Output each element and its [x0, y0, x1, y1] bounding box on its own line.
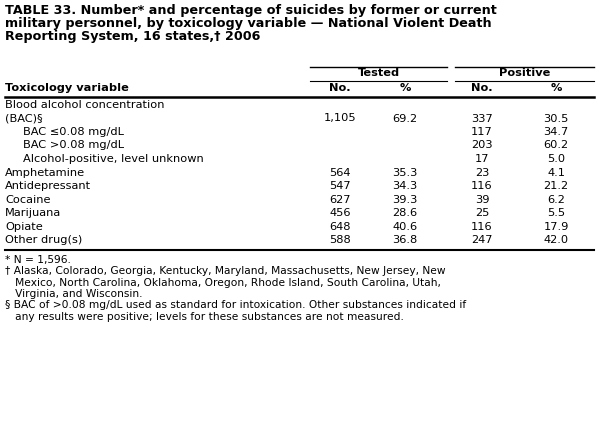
Text: military personnel, by toxicology variable — National Violent Death: military personnel, by toxicology variab…: [5, 17, 491, 30]
Text: § BAC of >0.08 mg/dL used as standard for intoxication. Other substances indicat: § BAC of >0.08 mg/dL used as standard fo…: [5, 300, 466, 310]
Text: No.: No.: [329, 83, 351, 93]
Text: 116: 116: [471, 221, 493, 232]
Text: Mexico, North Carolina, Oklahoma, Oregon, Rhode Island, South Carolina, Utah,: Mexico, North Carolina, Oklahoma, Oregon…: [5, 277, 441, 288]
Text: Marijuana: Marijuana: [5, 208, 61, 218]
Text: Tested: Tested: [358, 68, 400, 78]
Text: 69.2: 69.2: [392, 113, 418, 123]
Text: Opiate: Opiate: [5, 221, 43, 232]
Text: 6.2: 6.2: [547, 194, 565, 205]
Text: 5.5: 5.5: [547, 208, 565, 218]
Text: 17.9: 17.9: [544, 221, 569, 232]
Text: %: %: [400, 83, 410, 93]
Text: 40.6: 40.6: [392, 221, 418, 232]
Text: 28.6: 28.6: [392, 208, 418, 218]
Text: 4.1: 4.1: [547, 168, 565, 177]
Text: 247: 247: [471, 235, 493, 245]
Text: 39: 39: [475, 194, 489, 205]
Text: Positive: Positive: [499, 68, 550, 78]
Text: 547: 547: [329, 181, 351, 191]
Text: 203: 203: [471, 141, 493, 150]
Text: † Alaska, Colorado, Georgia, Kentucky, Maryland, Massachusetts, New Jersey, New: † Alaska, Colorado, Georgia, Kentucky, M…: [5, 266, 446, 276]
Text: 34.7: 34.7: [544, 127, 569, 137]
Text: 564: 564: [329, 168, 351, 177]
Text: BAC ≤0.08 mg/dL: BAC ≤0.08 mg/dL: [23, 127, 124, 137]
Text: 116: 116: [471, 181, 493, 191]
Text: Toxicology variable: Toxicology variable: [5, 83, 129, 93]
Text: (BAC)§: (BAC)§: [5, 113, 43, 123]
Text: 60.2: 60.2: [544, 141, 569, 150]
Text: 34.3: 34.3: [392, 181, 418, 191]
Text: Alcohol-positive, level unknown: Alcohol-positive, level unknown: [23, 154, 204, 164]
Text: 456: 456: [329, 208, 351, 218]
Text: No.: No.: [471, 83, 493, 93]
Text: 23: 23: [475, 168, 489, 177]
Text: 25: 25: [475, 208, 489, 218]
Text: Reporting System, 16 states,† 2006: Reporting System, 16 states,† 2006: [5, 30, 260, 43]
Text: Blood alcohol concentration: Blood alcohol concentration: [5, 100, 164, 110]
Text: 627: 627: [329, 194, 351, 205]
Text: Cocaine: Cocaine: [5, 194, 50, 205]
Text: 588: 588: [329, 235, 351, 245]
Text: 17: 17: [475, 154, 489, 164]
Text: Amphetamine: Amphetamine: [5, 168, 85, 177]
Text: Antidepressant: Antidepressant: [5, 181, 91, 191]
Text: Virginia, and Wisconsin.: Virginia, and Wisconsin.: [5, 289, 143, 299]
Text: any results were positive; levels for these substances are not measured.: any results were positive; levels for th…: [5, 312, 404, 322]
Text: Other drug(s): Other drug(s): [5, 235, 82, 245]
Text: BAC >0.08 mg/dL: BAC >0.08 mg/dL: [23, 141, 124, 150]
Text: 36.8: 36.8: [392, 235, 418, 245]
Text: 21.2: 21.2: [544, 181, 569, 191]
Text: 337: 337: [471, 113, 493, 123]
Text: 1,105: 1,105: [323, 113, 356, 123]
Text: 5.0: 5.0: [547, 154, 565, 164]
Text: * N = 1,596.: * N = 1,596.: [5, 254, 71, 265]
Text: 39.3: 39.3: [392, 194, 418, 205]
Text: 648: 648: [329, 221, 351, 232]
Text: 42.0: 42.0: [544, 235, 569, 245]
Text: 30.5: 30.5: [544, 113, 569, 123]
Text: TABLE 33. Number* and percentage of suicides by former or current: TABLE 33. Number* and percentage of suic…: [5, 4, 497, 17]
Text: 35.3: 35.3: [392, 168, 418, 177]
Text: %: %: [550, 83, 562, 93]
Text: 117: 117: [471, 127, 493, 137]
